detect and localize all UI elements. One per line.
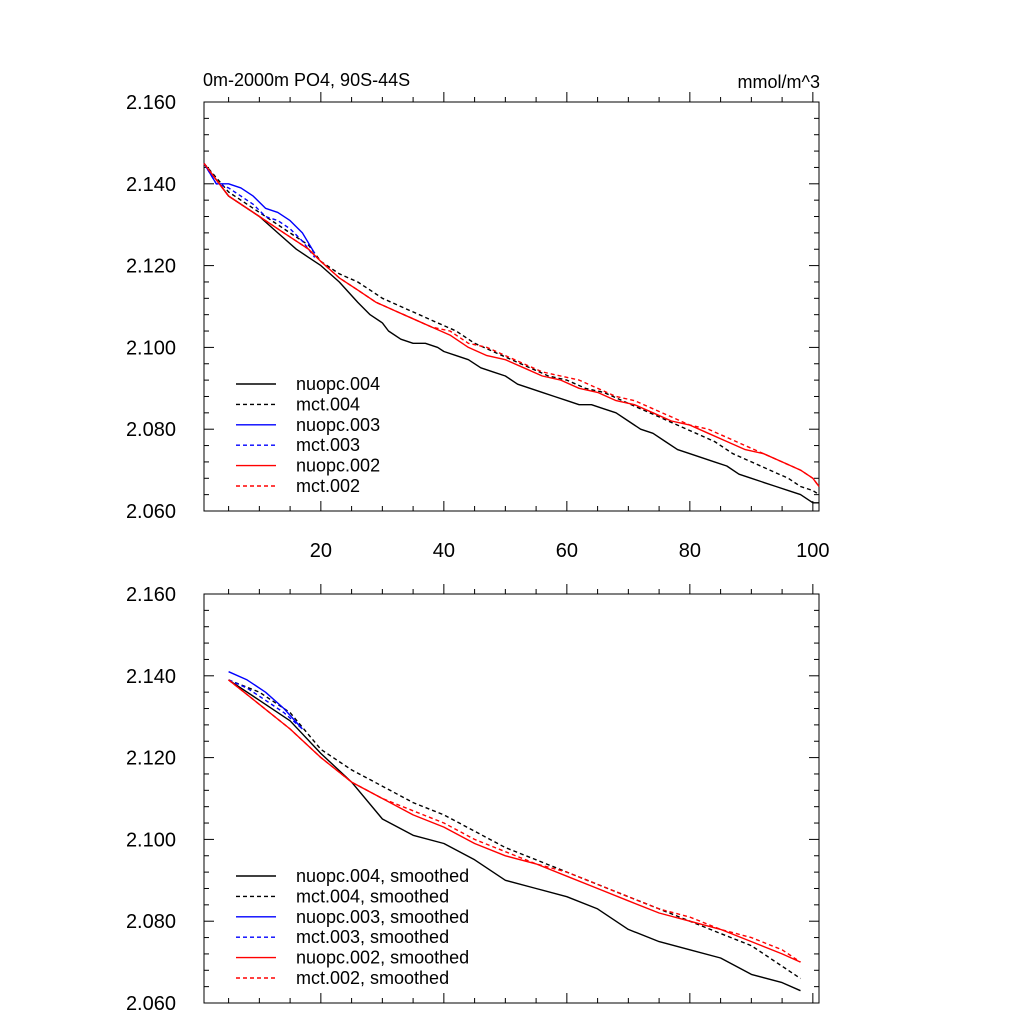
legend-label: mct.003 [296, 435, 360, 455]
series-line [203, 163, 316, 254]
plot-frame [203, 593, 820, 1004]
x-tick-label: 60 [556, 540, 578, 562]
y-tick-label: 2.120 [126, 256, 176, 278]
y-tick-label: 2.080 [126, 911, 176, 933]
y-tick-label: 2.140 [126, 174, 176, 196]
legend-label: mct.003, smoothed [296, 927, 449, 947]
legend-label: mct.002, smoothed [296, 968, 449, 988]
series-line [228, 679, 303, 730]
y-tick-label: 2.060 [126, 501, 176, 523]
legend-label: mct.002 [296, 476, 360, 496]
y-tick-label: 2.160 [126, 584, 176, 606]
legend-label: nuopc.002 [296, 456, 380, 476]
y-tick-label: 2.060 [126, 993, 176, 1015]
legend-label: nuopc.004, smoothed [296, 866, 469, 886]
legend-label: nuopc.002, smoothed [296, 948, 469, 968]
legend-label: mct.004 [296, 394, 360, 414]
legend-label: nuopc.003, smoothed [296, 907, 469, 927]
plot-frame [203, 101, 820, 512]
y-tick-label: 2.100 [126, 829, 176, 851]
series-line [203, 162, 820, 487]
series-line [228, 679, 801, 980]
series-line [203, 163, 316, 258]
y-tick-label: 2.100 [126, 337, 176, 359]
x-tick-label: 80 [679, 540, 701, 562]
y-tick-label: 2.140 [126, 666, 176, 688]
legend-label: mct.004, smoothed [296, 886, 449, 906]
series-line [203, 162, 819, 504]
series-line [203, 162, 820, 496]
legend-label: nuopc.003 [296, 415, 380, 435]
series-line [228, 679, 801, 992]
x-tick-label: 100 [796, 540, 829, 562]
y-tick-label: 2.080 [126, 419, 176, 441]
x-tick-label: 20 [310, 540, 332, 562]
x-tick-label: 40 [433, 540, 455, 562]
y-tick-label: 2.160 [126, 92, 176, 114]
units-label: mmol/m^3 [738, 72, 820, 92]
legend-label: nuopc.004 [296, 374, 380, 394]
series-line [203, 162, 820, 487]
chart-title: 0m-2000m PO4, 90S-44S [203, 70, 410, 90]
series-line [228, 671, 303, 730]
y-tick-label: 2.120 [126, 748, 176, 770]
series-line [228, 679, 801, 963]
